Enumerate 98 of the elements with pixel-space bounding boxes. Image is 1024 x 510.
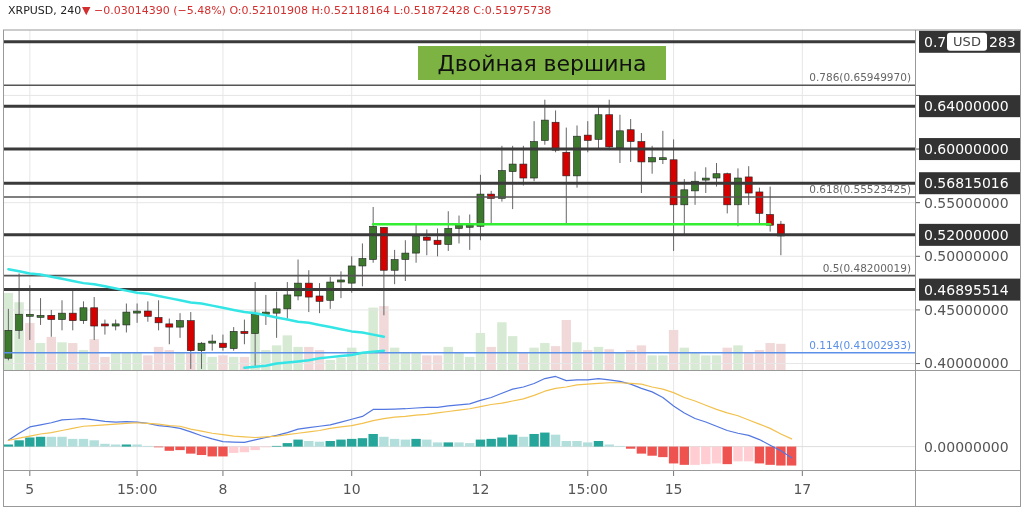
bar: [722, 446, 732, 465]
candlestick: [315, 282, 324, 314]
y-tick-label: 0.50000000: [924, 248, 1009, 265]
x-tick-label: 12: [471, 481, 490, 497]
bar: [679, 446, 690, 465]
candlestick: [262, 294, 270, 326]
x-tick-label: 17: [793, 481, 812, 497]
candlestick: [390, 249, 399, 285]
bar: [78, 438, 89, 447]
candlestick: [101, 319, 109, 336]
x-tick-label: 15: [664, 481, 683, 497]
x-tick-label: 8: [218, 481, 228, 497]
candlestick: [508, 145, 517, 210]
candlestick: [272, 291, 281, 339]
candlestick: [133, 303, 141, 324]
candlestick: [283, 281, 292, 320]
candlestick: [401, 239, 410, 282]
bar: [615, 353, 625, 370]
bar: [733, 345, 743, 370]
ref-line-label: 0.64000000: [924, 98, 1009, 115]
candlestick: [122, 303, 131, 333]
candlestick: [412, 222, 420, 264]
candlestick: [766, 186, 774, 233]
bar: [218, 355, 228, 370]
bar: [304, 440, 314, 447]
bar: [443, 442, 453, 447]
bar: [411, 438, 421, 447]
ref-line-label: 0.786(0.65949970): [809, 71, 911, 84]
bar: [196, 446, 207, 456]
candlestick: [626, 118, 635, 163]
candlestick: [337, 270, 345, 299]
bar: [593, 440, 604, 447]
bar: [561, 319, 571, 370]
candlestick: [229, 326, 238, 352]
candlestick: [433, 227, 442, 257]
bar: [550, 434, 561, 447]
bar: [625, 446, 636, 449]
ref-line-label: 0.60000000: [924, 140, 1009, 157]
annotation: Двойная вершина: [437, 50, 647, 76]
candlestick: [154, 299, 163, 331]
candlestick: [659, 130, 667, 165]
candlestick: [79, 300, 88, 325]
bar: [25, 323, 35, 370]
candlestick: [755, 187, 764, 224]
ref-line-label: 0.7: [924, 33, 947, 50]
y-tick-label: 0.40000000: [924, 355, 1009, 372]
x-tick-label: 15:00: [567, 481, 608, 497]
x-tick-label: 5: [25, 481, 35, 497]
x-tick-label: 10: [342, 481, 361, 497]
chart-subtitle: ▼ −0.03014390 (−5.48%) O:0.52101908 H:0.52118164 L:0.51872428 C:0.51975738: [82, 4, 552, 17]
candlestick: [144, 300, 152, 323]
ref-line-label: 0.52000000: [924, 226, 1009, 243]
candlestick: [36, 297, 45, 326]
candlestick: [251, 281, 259, 369]
candlestick: [347, 255, 356, 294]
candlestick: [541, 99, 549, 146]
candlestick: [165, 318, 174, 345]
candlestick: [465, 213, 474, 251]
ref-line-label: 0.56815016: [924, 175, 1009, 192]
bar: [228, 446, 239, 453]
ref-line-label: 0.618(0.55523425): [809, 183, 911, 196]
bar: [572, 342, 582, 370]
candlestick: [648, 145, 656, 175]
text: 0.00000000: [924, 438, 1009, 455]
bar: [711, 446, 722, 464]
bar: [400, 439, 411, 447]
line-series: [7, 267, 386, 338]
bar: [121, 444, 132, 447]
chart-title: XRPUSD, 240: [8, 4, 82, 17]
candlestick: [423, 229, 431, 256]
candlestick: [176, 312, 184, 339]
candlestick: [680, 178, 689, 236]
bar: [711, 355, 722, 370]
bar: [175, 353, 185, 370]
bar: [314, 441, 325, 447]
text: 283: [989, 33, 1016, 50]
candlestick: [240, 319, 249, 345]
y-tick-label: 0.45000000: [924, 301, 1009, 318]
x-tick-label: 15:00: [116, 481, 158, 497]
candlestick: [712, 162, 721, 188]
candlestick: [562, 127, 571, 225]
candlestick: [68, 290, 77, 331]
candlestick: [701, 166, 710, 194]
candlestick: [583, 120, 592, 153]
bar: [486, 346, 496, 370]
candlestick: [455, 215, 463, 244]
candlestick: [58, 299, 66, 331]
bar: [518, 436, 529, 447]
candlestick: [519, 145, 528, 187]
candlestick: [616, 114, 624, 164]
candlestick: [219, 334, 227, 352]
candlestick: [358, 242, 367, 287]
ref-line-label: 0.114(0.41002933): [809, 338, 911, 351]
text: USD: [953, 34, 981, 50]
ref-line-label: 0.46895514: [924, 281, 1009, 298]
bar: [57, 342, 67, 370]
y-tick-label: 0.55000000: [924, 194, 1009, 211]
ref-line-label: 0.5(0.48200019): [822, 261, 911, 274]
